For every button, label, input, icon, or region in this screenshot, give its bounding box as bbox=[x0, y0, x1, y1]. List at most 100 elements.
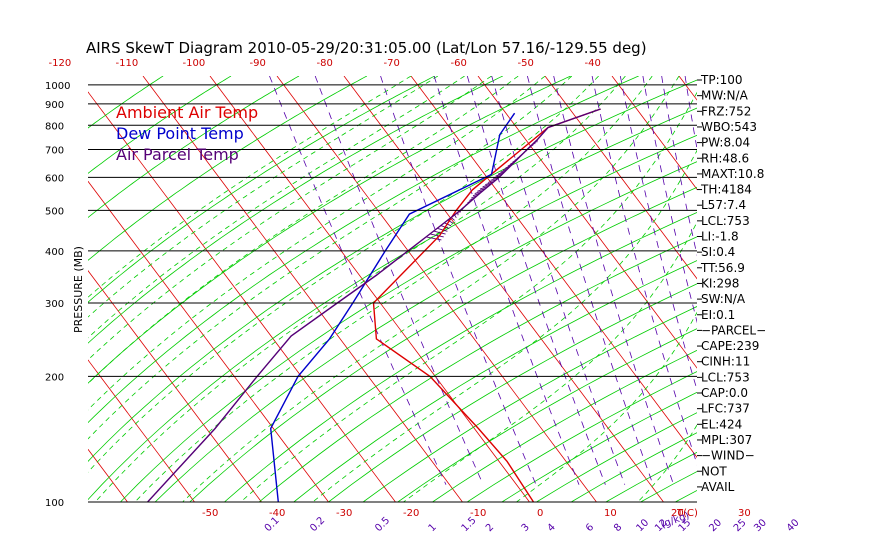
bottom-temp-tick-label: -30 bbox=[336, 508, 352, 519]
mixing-ratio-label: 40 bbox=[785, 517, 802, 534]
pressure-tick-label: 400 bbox=[45, 247, 64, 258]
isotherm bbox=[88, 270, 262, 502]
mixing-ratio-line bbox=[491, 76, 626, 485]
index-entry: RH:48.6 bbox=[701, 151, 749, 165]
dry-adiabat bbox=[88, 76, 571, 384]
cape-hatch-line bbox=[433, 230, 446, 235]
isotherm bbox=[88, 180, 329, 502]
dry-adiabat bbox=[745, 76, 870, 502]
top-temp-tick-label: -50 bbox=[518, 58, 534, 69]
mixing-ratio-label: 30 bbox=[752, 517, 769, 534]
index-entry: −PARCEL− bbox=[701, 323, 766, 337]
dry-adiabat bbox=[293, 260, 697, 502]
moist-adiabat bbox=[516, 311, 697, 502]
pressure-tick-label: 900 bbox=[45, 100, 64, 111]
cape-hatch-line bbox=[447, 219, 454, 224]
bottom-temp-tick-label: 0 bbox=[537, 508, 543, 519]
index-entry: MPL:307 bbox=[701, 433, 752, 447]
moist-adiabat bbox=[88, 76, 519, 385]
top-temp-tick-label: -90 bbox=[250, 58, 266, 69]
index-entry: L57:7.4 bbox=[701, 198, 746, 212]
cape-hatch-line bbox=[437, 227, 448, 232]
dry-adiabat bbox=[88, 76, 368, 261]
index-entry: LI:-1.8 bbox=[701, 230, 739, 244]
mixing-ratio-label: 4 bbox=[546, 522, 558, 534]
index-entry: SW:N/A bbox=[701, 292, 746, 306]
mixing-ratio-label: 1 bbox=[427, 522, 439, 534]
dry-adiabat bbox=[224, 211, 697, 502]
moist-adiabat bbox=[94, 76, 626, 502]
isotherm bbox=[142, 76, 463, 502]
isotherm bbox=[343, 76, 664, 502]
cape-hatch-line bbox=[426, 236, 442, 241]
dry-adiabat bbox=[328, 283, 697, 502]
mixing-ratio-label: 8 bbox=[612, 522, 624, 534]
dry-adiabat bbox=[88, 76, 300, 218]
mixing-ratio-line bbox=[661, 76, 697, 257]
isotherm bbox=[544, 76, 697, 280]
legend: Ambient Air Temp Dew Point Temp Air Parc… bbox=[116, 103, 258, 164]
index-entry: −WIND− bbox=[701, 449, 755, 463]
dry-adiabat bbox=[189, 186, 697, 502]
dry-adiabat bbox=[88, 76, 639, 424]
mixing-ratio-line bbox=[466, 76, 606, 485]
dry-adiabat bbox=[397, 328, 697, 502]
bottom-temp-tick-label: -50 bbox=[202, 508, 218, 519]
isotherm bbox=[88, 448, 128, 502]
isotherm bbox=[611, 76, 697, 191]
isotherm bbox=[813, 76, 870, 502]
mixing-ratio-line bbox=[684, 76, 697, 151]
mixing-ratio-line bbox=[591, 76, 697, 466]
isotherm bbox=[0, 76, 61, 502]
index-entry: LCL:753 bbox=[701, 370, 750, 384]
bottom-temp-tick-label: 10 bbox=[604, 508, 617, 519]
dry-adiabat bbox=[640, 471, 697, 502]
dry-adiabat bbox=[88, 76, 232, 174]
mixing-ratio-label: 6 bbox=[584, 522, 596, 534]
index-entry: PW:8.04 bbox=[701, 136, 750, 150]
index-entry: LCL:753 bbox=[701, 214, 750, 228]
index-entry: MW:N/A bbox=[701, 89, 749, 103]
dry-adiabat bbox=[258, 236, 697, 502]
mixing-ratio-label: 0.2 bbox=[308, 515, 327, 534]
pressure-tick-label: 300 bbox=[45, 299, 64, 310]
isobars bbox=[88, 84, 697, 503]
sounding-profiles bbox=[147, 108, 601, 502]
index-entry: EL:424 bbox=[701, 417, 742, 431]
moist-adiabat bbox=[88, 76, 573, 440]
mixing-ratio-line bbox=[741, 76, 819, 485]
dry-adiabat bbox=[88, 107, 697, 501]
dry-adiabat bbox=[362, 306, 697, 502]
index-entry: WBO:543 bbox=[701, 120, 757, 134]
dry-adiabat bbox=[154, 161, 697, 502]
dry-adiabat bbox=[120, 134, 697, 502]
index-entry: CINH:11 bbox=[701, 355, 750, 369]
y-axis-label: PRESSURE (MB) bbox=[72, 246, 85, 333]
mixing-ratio-label: 3 bbox=[520, 522, 532, 534]
index-entry: TT:56.9 bbox=[700, 261, 745, 275]
index-entry: TP:100 bbox=[700, 73, 743, 87]
mixing-ratio-line bbox=[761, 76, 834, 485]
mixing-ratio-line bbox=[314, 76, 484, 485]
mixing-ratio-line bbox=[619, 76, 697, 392]
index-entry: MAXT:10.8 bbox=[701, 167, 764, 181]
dry-adiabat bbox=[466, 371, 697, 502]
mixing-ratio-line bbox=[794, 76, 859, 485]
index-entry: NOT bbox=[701, 464, 727, 478]
top-temp-tick-label: -40 bbox=[585, 58, 601, 69]
index-entry: EI:0.1 bbox=[701, 308, 735, 322]
mixing-ratio-label: 25 bbox=[732, 517, 749, 534]
temp-unit-label: T(C) bbox=[676, 508, 698, 519]
top-temp-tick-label: -60 bbox=[451, 58, 467, 69]
index-entry: SI:0.4 bbox=[701, 245, 735, 259]
moist-adiabat bbox=[240, 91, 697, 502]
index-entry: FRZ:752 bbox=[701, 104, 751, 118]
isotherm bbox=[88, 359, 195, 502]
chart-title: AIRS SkewT Diagram 2010-05-29/20:31:05.0… bbox=[86, 39, 647, 57]
cape-hatch-line bbox=[429, 233, 444, 238]
pressure-tick-label: 600 bbox=[45, 173, 64, 184]
mixing-ratio-line bbox=[269, 76, 447, 485]
isotherm bbox=[88, 91, 396, 502]
mixing-ratio-line bbox=[553, 76, 674, 485]
